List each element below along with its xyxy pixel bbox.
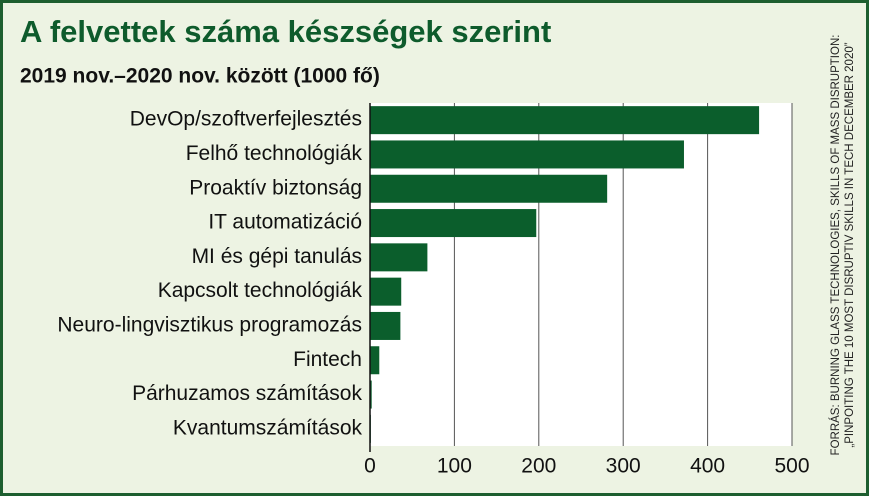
bar <box>370 277 402 306</box>
y-tick-label: MI és gépi tanulás <box>192 245 362 268</box>
y-tick-label: Neuro-lingvisztikus programozás <box>57 313 362 336</box>
bar <box>370 346 380 375</box>
y-tick-label: Párhuzamos számítások <box>132 382 362 405</box>
x-tick-label: 200 <box>521 455 556 478</box>
y-tick-label: Fintech <box>293 348 362 371</box>
x-tick-label: 400 <box>690 455 725 478</box>
x-tick-label: 300 <box>606 455 641 478</box>
x-tick-label: 100 <box>437 455 472 478</box>
bar <box>370 311 401 340</box>
y-tick-label: Felhő technológiák <box>186 142 363 165</box>
chart-title: A felvettek száma készségek szerint <box>20 14 551 49</box>
chart-subtitle: 2019 nov.–2020 nov. között (1000 fő) <box>20 65 380 88</box>
bar <box>370 106 760 135</box>
bar <box>370 209 537 238</box>
x-tick-label: 500 <box>774 455 809 478</box>
y-tick-label: IT automatizáció <box>208 211 362 234</box>
bar <box>370 243 428 272</box>
bar <box>370 174 608 203</box>
y-tick-label: Proaktív biztonság <box>189 176 362 199</box>
y-tick-label: DevOp/szoftverfejlesztés <box>130 108 362 131</box>
y-tick-label: Kapcsolt technológiák <box>158 279 363 302</box>
bar <box>370 140 684 169</box>
x-tick-label: 0 <box>364 455 376 478</box>
source-line: FORRÁS: BURNING GLASS TECHNOLOGIES, SKIL… <box>829 35 842 456</box>
source-line: „PINPOITING THE 10 MOST DISRUPTIV SKILLS… <box>844 42 856 447</box>
y-tick-label: Kvantumszámítások <box>173 416 363 439</box>
bar <box>370 380 372 409</box>
